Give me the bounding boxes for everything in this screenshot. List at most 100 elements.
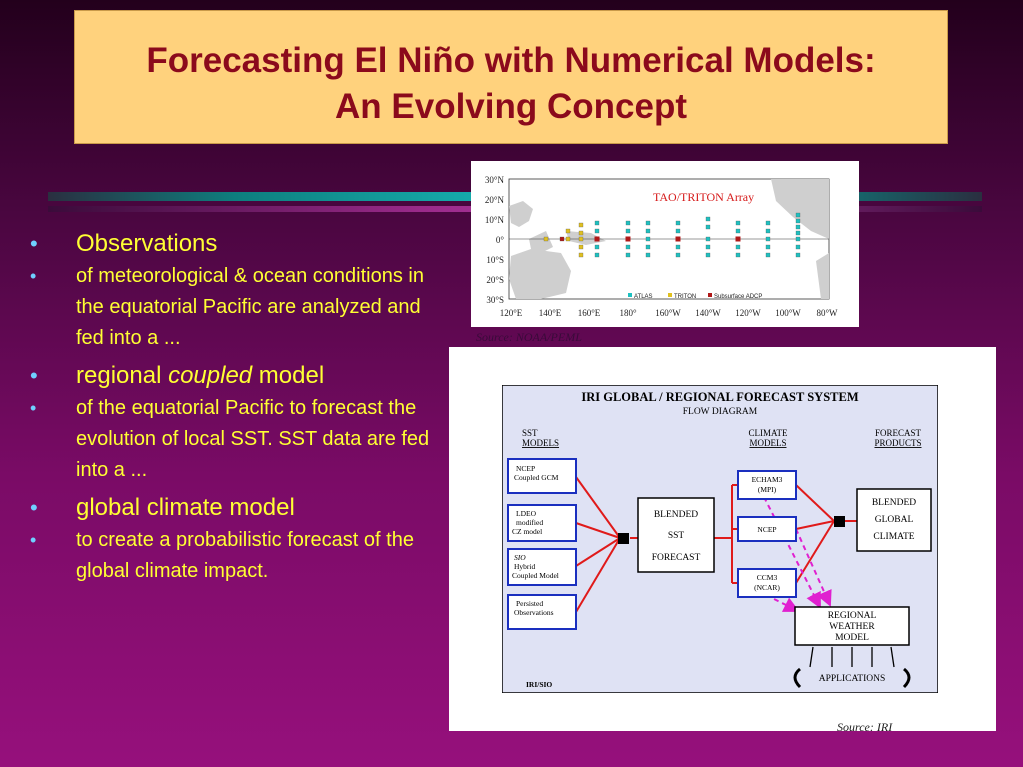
buoy-marker <box>795 236 801 242</box>
blended-sst-box: SST <box>668 531 685 541</box>
buoy-marker <box>578 236 584 242</box>
buoy-marker <box>578 252 584 258</box>
adcp-marker <box>594 236 600 242</box>
buoy-marker <box>565 236 571 242</box>
bullet-item: • regional coupled model <box>30 361 450 391</box>
sst-model-ldeo: LDEO <box>516 509 537 518</box>
buoy-marker <box>625 228 631 234</box>
buoy-marker <box>578 244 584 250</box>
bullet-dot-icon: • <box>30 363 38 388</box>
bullet-text-post: model <box>252 362 325 389</box>
buoy-marker <box>645 244 651 250</box>
applications-label: APPLICATIONS <box>819 674 886 684</box>
regional-model-box: MODEL <box>835 633 869 643</box>
bullet-list: • Observations • of meteorological & ocean… <box>30 222 450 587</box>
buoy-marker <box>795 230 801 236</box>
diagram-title: IRI GLOBAL / REGIONAL FORECAST SYSTEM <box>581 390 858 404</box>
blended-sst-box: BLENDED <box>654 510 698 520</box>
buoy-marker <box>559 236 565 242</box>
diagram-subtitle: FLOW DIAGRAM <box>683 407 758 417</box>
buoy-marker <box>675 228 681 234</box>
climate-model-echam3: (MPI) <box>758 485 777 494</box>
map-lon-label: 160°W <box>655 308 681 318</box>
buoy-marker <box>675 252 681 258</box>
bullet-subitem: • of the equatorial Pacific to forecast t… <box>30 393 450 486</box>
buoy-marker <box>645 236 651 242</box>
climate-model-ncep: NCEP <box>757 525 776 534</box>
sst-model-persisted: Persisted <box>516 599 543 608</box>
map-lon-label: 140°W <box>695 308 721 318</box>
map-credit: Source: NOAA/PEML <box>476 330 582 344</box>
col-header-climate: MODELS <box>749 438 786 448</box>
sst-model-sio: Hybrid <box>514 562 535 571</box>
sst-model-ldeo: CZ model <box>512 527 542 536</box>
buoy-marker <box>594 244 600 250</box>
buoy-marker <box>625 220 631 226</box>
map-lon-label: 80°W <box>816 308 838 318</box>
sst-model-ldeo: modified <box>516 518 543 527</box>
map-lat-label: 10°N <box>485 215 505 225</box>
map-lon-label: 140°E <box>539 308 562 318</box>
blended-global-box: BLENDED <box>872 498 916 508</box>
buoy-marker <box>594 228 600 234</box>
buoy-marker <box>735 228 741 234</box>
regional-model-box: REGIONAL <box>828 611 877 621</box>
buoy-marker <box>705 216 711 222</box>
buoy-marker <box>795 224 801 230</box>
sst-model-ncep: Coupled GCM <box>514 473 559 482</box>
map-lat-label: 20°N <box>485 195 505 205</box>
map-legend-adcp: Subsurface ADCP <box>714 294 762 300</box>
buoy-marker <box>705 236 711 242</box>
col-header-sst: SST <box>522 428 538 438</box>
sst-model-persisted: Observations <box>514 608 554 617</box>
sst-model-sio: Coupled Model <box>512 571 559 580</box>
slide-title-line1: Forecasting El Niño with Numerical Model… <box>146 41 876 80</box>
bullet-subitem: • to create a probabilistic forecast of t… <box>30 525 450 587</box>
map-lat-label: 30°N <box>485 175 505 185</box>
buoy-marker <box>543 236 549 242</box>
bullet-item: • global climate model <box>30 493 450 523</box>
slide-title-line2: An Evolving Concept <box>335 87 687 126</box>
map-lat-label: 20°S <box>486 275 504 285</box>
map-lon-label: 180° <box>619 308 637 318</box>
title-box: Forecasting El Niño with Numerical Model… <box>74 10 948 144</box>
climate-model-ccm3: CCM3 <box>757 573 778 582</box>
climate-model-ccm3: (NCAR) <box>754 583 780 592</box>
blended-sst-box: FORECAST <box>652 553 701 563</box>
buoy-marker <box>625 252 631 258</box>
buoy-marker <box>578 222 584 228</box>
buoy-marker <box>675 220 681 226</box>
col-header-sst: MODELS <box>522 438 559 448</box>
map-legend-triton: TRITON <box>674 294 696 300</box>
buoy-marker <box>765 252 771 258</box>
buoy-marker <box>735 252 741 258</box>
bullet-text: Observations <box>76 230 218 257</box>
bullet-text: global climate model <box>76 494 295 521</box>
blended-global-box: CLIMATE <box>873 532 914 542</box>
bullet-item: • Observations <box>30 229 450 259</box>
adcp-marker <box>735 236 741 242</box>
buoy-marker <box>735 220 741 226</box>
buoy-marker <box>594 252 600 258</box>
adcp-marker <box>625 236 631 242</box>
buoy-marker <box>795 252 801 258</box>
bullet-text-pre: regional <box>76 362 169 389</box>
buoy-marker <box>795 244 801 250</box>
bullet-dot-icon: • <box>30 495 38 520</box>
regional-model-box: WEATHER <box>829 622 875 632</box>
buoy-marker <box>675 244 681 250</box>
map-lat-label: 0° <box>496 235 505 245</box>
col-header-climate: CLIMATE <box>749 428 788 438</box>
buoy-marker <box>625 244 631 250</box>
buoy-marker <box>765 244 771 250</box>
buoy-marker <box>594 220 600 226</box>
buoy-marker <box>578 230 584 236</box>
buoy-marker <box>705 224 711 230</box>
bullet-dot-icon: • <box>30 530 37 550</box>
tao-triton-map: TAO/TRITON Array 30°N 20°N 10°N 0° 10°S … <box>471 161 859 327</box>
col-header-products: PRODUCTS <box>874 438 921 448</box>
buoy-markers <box>543 212 801 258</box>
buoy-marker <box>795 212 801 218</box>
buoy-marker <box>705 244 711 250</box>
